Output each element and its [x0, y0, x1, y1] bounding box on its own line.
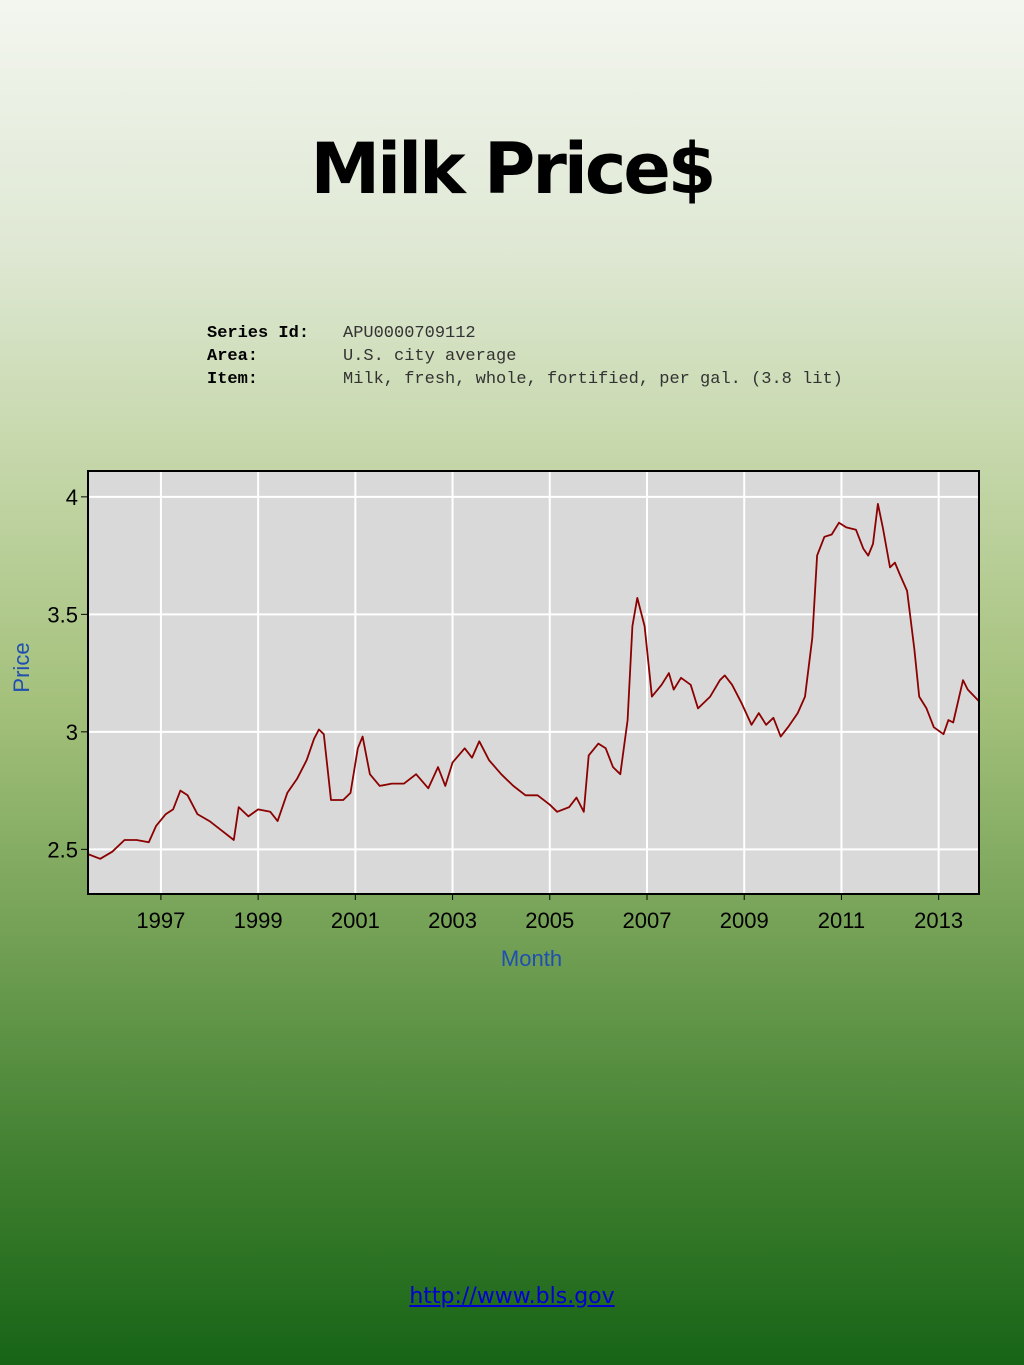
x-axis-title: Month — [501, 946, 562, 971]
y-tick-label: 2.5 — [47, 837, 78, 862]
x-tick-label: 2003 — [428, 908, 477, 933]
y-tick-label: 3.5 — [47, 602, 78, 627]
area-row: Area: U.S. city average — [207, 345, 843, 368]
x-tick-label: 2005 — [525, 908, 574, 933]
x-tick-label: 2011 — [818, 908, 865, 933]
y-tick-label: 4 — [66, 485, 78, 510]
item-row: Item: Milk, fresh, whole, fortified, per … — [207, 368, 843, 391]
series-info: Series Id: APU0000709112 Area: U.S. city a… — [207, 322, 843, 391]
x-tick-label: 1997 — [136, 908, 185, 933]
x-tick-label: 2007 — [623, 908, 672, 933]
item-value: Milk, fresh, whole, fortified, per gal. … — [343, 370, 843, 389]
series-id-label: Series Id: — [207, 324, 310, 343]
plot-border — [87, 470, 980, 895]
x-tick-label: 2009 — [720, 908, 769, 933]
x-tick-label: 2013 — [914, 908, 963, 933]
area-value: U.S. city average — [343, 347, 517, 366]
price-chart: 1997 1999 2001 2003 2005 2007 2009 2011 2013 2.5 3… — [9, 470, 980, 971]
y-tick-label: 3 — [66, 720, 78, 745]
bls-link[interactable]: http://www.bls.gov — [409, 1284, 615, 1309]
series-id-value: APU0000709112 — [343, 324, 476, 343]
y-axis-title: Price — [9, 642, 34, 692]
price-series-line — [87, 503, 980, 860]
x-tick-label: 2001 — [331, 908, 380, 933]
series-id-row: Series Id: APU0000709112 — [207, 322, 843, 345]
x-tick-label: 1999 — [234, 908, 283, 933]
area-label: Area: — [207, 347, 259, 366]
page-title: Milk Price$ — [310, 128, 716, 210]
item-label: Item: — [207, 370, 259, 389]
